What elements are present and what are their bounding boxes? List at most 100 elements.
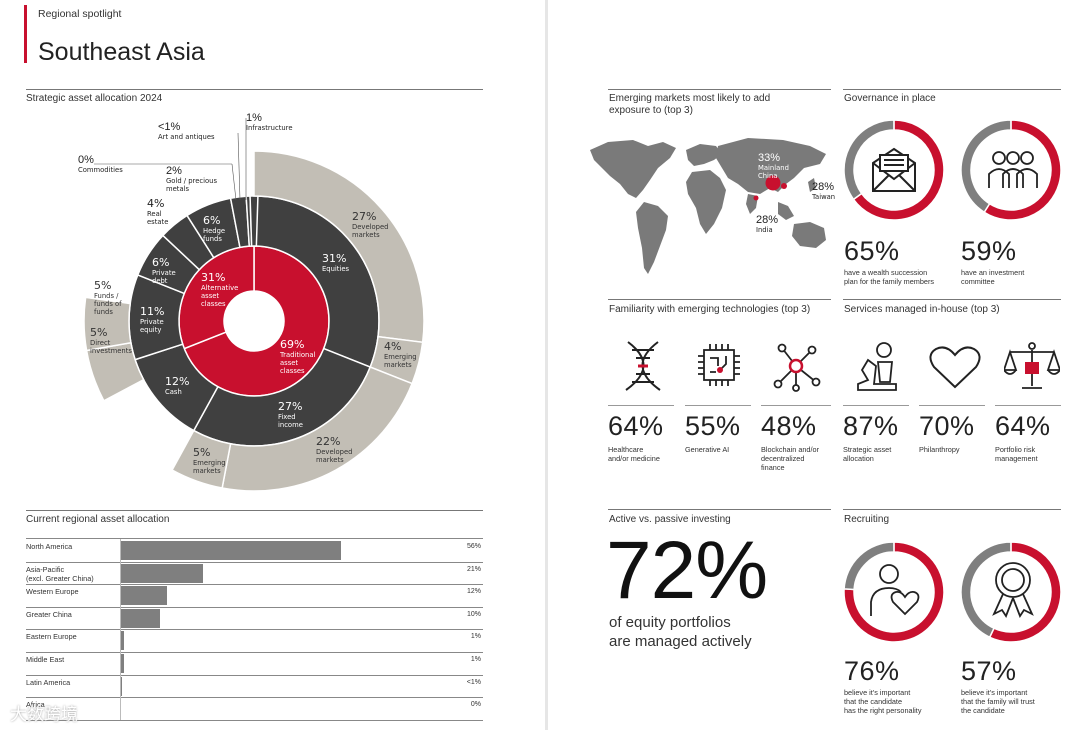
page-title: Southeast Asia — [38, 38, 205, 66]
recruit-caption-1: believe it's important that the candidate… — [844, 688, 922, 715]
section-title-strategic: Strategic asset allocation 2024 — [26, 93, 163, 104]
kicker: Regional spotlight — [38, 8, 122, 20]
india-label: 28% India — [756, 214, 779, 234]
row-line — [26, 629, 483, 631]
bar-value: 0% — [470, 701, 481, 709]
divider — [26, 89, 483, 90]
divider — [919, 405, 985, 406]
bar-value: 1% — [470, 633, 481, 641]
recruit-pct-1: 76% — [844, 656, 900, 686]
row-line — [26, 538, 483, 539]
bar-value: 10% — [466, 610, 481, 618]
governance-donuts — [843, 119, 1062, 221]
tech-caption-1: Healthcare and/or medicine — [608, 445, 660, 463]
label-emerging-1: 4% Emerging markets — [384, 340, 417, 369]
label-commodities: 0% Commodities — [78, 154, 123, 174]
bar-label: Eastern Europe — [26, 632, 77, 642]
rec-donut-1-rest — [843, 541, 895, 591]
section-title-services: Services managed in-house (top 3) — [844, 304, 1000, 315]
label-equities: 31% Equities — [322, 252, 350, 273]
divider — [761, 405, 831, 406]
accent-bar — [24, 5, 27, 63]
label-real-estate: 4% Real estate — [147, 197, 169, 226]
row-line — [26, 561, 483, 563]
service-caption-1: Strategic asset allocation — [843, 445, 892, 463]
bar-value: 56% — [466, 543, 481, 550]
dna-icon — [625, 341, 661, 391]
bar-label: Asia-Pacific (excl. Greater China) — [26, 564, 94, 583]
bar — [120, 563, 203, 583]
gov-pct-2: 59% — [961, 236, 1017, 266]
row-line — [26, 697, 483, 699]
rec-donut-2-rest — [960, 541, 1012, 639]
person-heart-icon — [870, 564, 920, 616]
bar — [120, 631, 124, 651]
recruit-caption-2: believe it's important that the family wi… — [961, 688, 1035, 715]
divider — [608, 89, 831, 90]
bar-label: North America — [26, 542, 73, 551]
gov-donut-2-rest — [960, 119, 1012, 214]
chip-icon — [698, 344, 740, 386]
row-line — [26, 674, 483, 676]
section-title-recruiting: Recruiting — [844, 514, 890, 525]
label-developed-2: 22% Developed markets — [316, 435, 353, 464]
label-direct: 5% Direct investments — [90, 326, 132, 355]
network-icon — [773, 343, 821, 392]
row-line — [26, 652, 483, 653]
envelope-icon — [872, 147, 916, 192]
award-icon — [992, 562, 1034, 618]
tech-pct-1: 64% — [608, 411, 664, 441]
label-emerging-2: 5% Emerging markets — [193, 446, 226, 475]
bar — [120, 541, 342, 560]
label-developed-1: 27% Developed markets — [352, 210, 389, 239]
people-icon — [988, 151, 1038, 188]
bar-value: 1% — [470, 656, 481, 663]
taiwan-label: 28% Taiwan — [812, 181, 836, 201]
divider — [608, 299, 831, 300]
service-caption-2: Philanthropy — [919, 445, 960, 454]
label-hedge-funds: 6% Hedge funds — [203, 214, 226, 243]
row-line — [26, 719, 483, 721]
gov-caption-1: have a wealth succession plan for the fam… — [844, 268, 935, 286]
label-private-debt: 6% Private debt — [152, 256, 176, 285]
taiwan-marker — [781, 183, 787, 189]
bar-label: Latin America — [26, 677, 71, 687]
tech-pct-3: 48% — [761, 411, 817, 441]
heart-icon — [929, 346, 981, 389]
divider — [843, 509, 1061, 510]
china-label: 33% Mainland China — [758, 152, 789, 180]
divider — [608, 405, 674, 406]
sunburst-middle-10 — [249, 195, 259, 247]
bar-value: 21% — [466, 565, 481, 573]
divider — [995, 405, 1061, 406]
tech-pct-2: 55% — [685, 411, 741, 441]
service-pct-1: 87% — [843, 411, 899, 441]
active-caption: of equity portfolios are managed actively — [609, 614, 752, 650]
section-title-familiarity: Familiarity with emerging technologies (… — [609, 304, 811, 315]
bar — [120, 654, 124, 673]
service-caption-3: Portfolio risk management — [995, 445, 1038, 463]
section-title-current: Current regional asset allocation — [26, 514, 170, 525]
label-funds: 5% Funds / funds of funds — [94, 279, 122, 316]
divider — [843, 405, 909, 406]
divider — [843, 89, 1061, 90]
bar — [120, 608, 160, 628]
service-pct-3: 64% — [995, 411, 1051, 441]
divider — [685, 405, 751, 406]
right-page: Emerging markets most likely to add expo… — [548, 0, 1080, 730]
china-marker — [765, 175, 781, 191]
bar-value: 12% — [466, 588, 481, 596]
bar-label: Greater China — [26, 609, 72, 619]
label-private-equity: 11% Private equity — [140, 305, 165, 334]
divider — [608, 509, 831, 510]
bar-value: <1% — [466, 678, 481, 686]
sunburst-chart — [83, 150, 425, 492]
gov-donut-1-rest — [843, 119, 895, 201]
scale-icon — [1004, 342, 1060, 389]
left-page: Regional spotlight Southeast Asia Strate… — [0, 0, 545, 730]
label-gold: 2% Gold / precious metals — [166, 165, 218, 193]
row-line — [26, 606, 483, 608]
section-title-governance: Governance in place — [844, 93, 936, 104]
gov-caption-2: have an investment committee — [961, 268, 1025, 286]
label-infrastructure: 1% Infrastructure — [246, 112, 293, 132]
